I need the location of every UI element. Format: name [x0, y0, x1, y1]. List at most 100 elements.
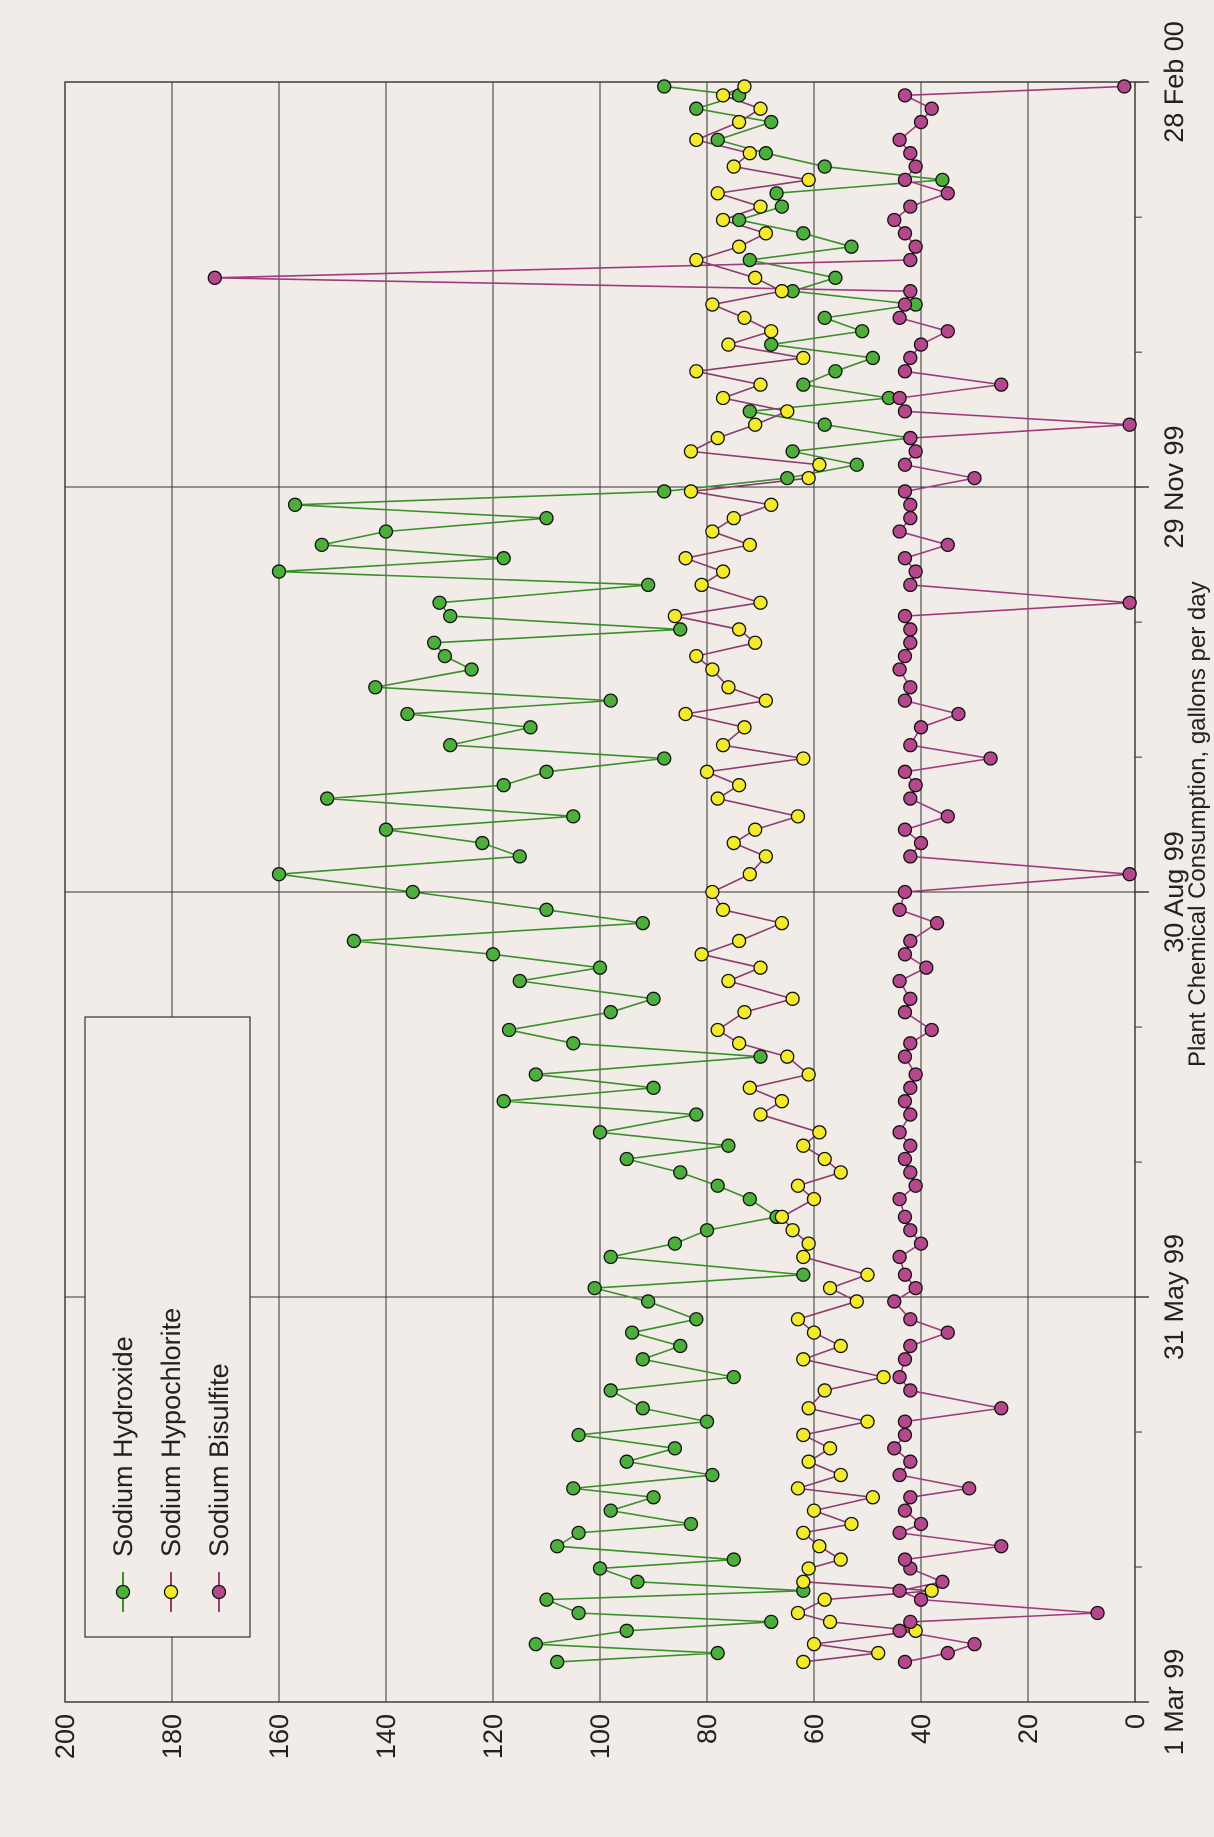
legend-label: Sodium Hypochlorite: [156, 1308, 186, 1557]
data-point: [721, 973, 736, 989]
data-point: [571, 1427, 586, 1443]
data-point: [871, 1645, 886, 1661]
data-point: [913, 720, 929, 735]
data-point: [833, 1165, 848, 1180]
data-point: [764, 337, 779, 352]
data-point: [657, 751, 672, 766]
data-point: [903, 849, 918, 864]
data-point: [897, 1427, 913, 1443]
data-point: [913, 1516, 929, 1532]
data-point: [699, 1223, 715, 1238]
x-tick-label: 31 May 99: [1159, 1234, 1189, 1360]
data-point: [897, 364, 913, 379]
data-point: [897, 88, 913, 103]
legend-label: Sodium Hydroxide: [108, 1336, 138, 1557]
data-point: [940, 537, 955, 553]
data-point: [774, 284, 790, 299]
data-point: [512, 849, 527, 864]
data-point: [539, 764, 554, 779]
data-point: [737, 1005, 752, 1020]
data-point: [710, 1178, 725, 1193]
data-point: [726, 1369, 741, 1385]
data-point: [924, 1583, 939, 1598]
data-point: [571, 1605, 586, 1621]
data-point: [464, 662, 479, 677]
data-point: [903, 284, 918, 299]
data-point: [1122, 417, 1137, 432]
data-point: [903, 791, 918, 806]
data-point: [753, 1049, 768, 1064]
data-point: [828, 270, 843, 285]
data-point: [400, 706, 415, 722]
data-point: [624, 1325, 640, 1340]
data-point: [897, 764, 913, 779]
data-point: [806, 1503, 822, 1518]
y-tick-label: 200: [50, 1714, 80, 1759]
data-point: [635, 916, 650, 931]
data-point: [908, 564, 923, 579]
data-point: [903, 680, 918, 695]
data-point: [855, 324, 870, 339]
data-point: [710, 1645, 725, 1661]
data-point: [630, 1574, 645, 1589]
data-point: [908, 1280, 923, 1296]
data-point: [689, 252, 704, 268]
data-point: [892, 1525, 907, 1541]
data-point: [796, 1654, 811, 1670]
x-tick-label: 29 Nov 99: [1159, 425, 1189, 548]
y-tick-label: 100: [585, 1714, 615, 1759]
data-point: [903, 1338, 918, 1354]
y-tick-label: 140: [371, 1714, 401, 1759]
data-point: [287, 497, 303, 512]
data-point: [903, 146, 918, 161]
y-tick-label: 160: [264, 1714, 294, 1759]
legend-marker: [115, 1584, 131, 1600]
data-point: [796, 350, 811, 366]
data-point: [897, 172, 913, 188]
data-point: [378, 524, 394, 539]
data-point: [892, 1583, 907, 1598]
y-tick-label: 60: [799, 1714, 829, 1744]
data-point: [571, 1525, 586, 1541]
data-point: [924, 101, 939, 116]
data-point: [673, 1338, 688, 1354]
data-point: [705, 524, 720, 539]
data-point: [849, 457, 864, 472]
data-point: [903, 1138, 918, 1153]
data-point: [721, 1138, 736, 1153]
data-point: [726, 835, 741, 851]
data-point: [908, 159, 923, 174]
data-point: [892, 390, 907, 406]
data-point: [764, 324, 779, 339]
data-point: [710, 132, 725, 148]
data-point: [496, 778, 511, 793]
data-point: [892, 902, 907, 917]
data-point: [1090, 1605, 1105, 1621]
data-point: [689, 364, 704, 379]
data-point: [566, 809, 581, 824]
data-point: [646, 991, 661, 1006]
data-point: [550, 1539, 565, 1554]
data-point: [903, 635, 918, 650]
data-point: [1117, 79, 1132, 94]
data-point: [897, 947, 913, 962]
data-point: [892, 310, 907, 326]
data-point: [903, 252, 918, 268]
data-point: [940, 1645, 955, 1661]
data-point: [897, 551, 913, 566]
data-point: [592, 1561, 608, 1576]
data-point: [566, 1036, 581, 1051]
data-point: [657, 484, 672, 499]
data-point: [903, 577, 918, 593]
data-point: [731, 622, 747, 637]
data-point: [496, 1094, 511, 1109]
data-point: [694, 947, 709, 962]
x-tick-label: 28 Feb 00: [1159, 21, 1189, 143]
data-point: [892, 973, 907, 989]
data-point: [801, 1067, 816, 1082]
data-point: [860, 1414, 875, 1429]
data-point: [780, 470, 795, 486]
data-point: [897, 1654, 913, 1670]
series-line: [278, 85, 943, 1663]
